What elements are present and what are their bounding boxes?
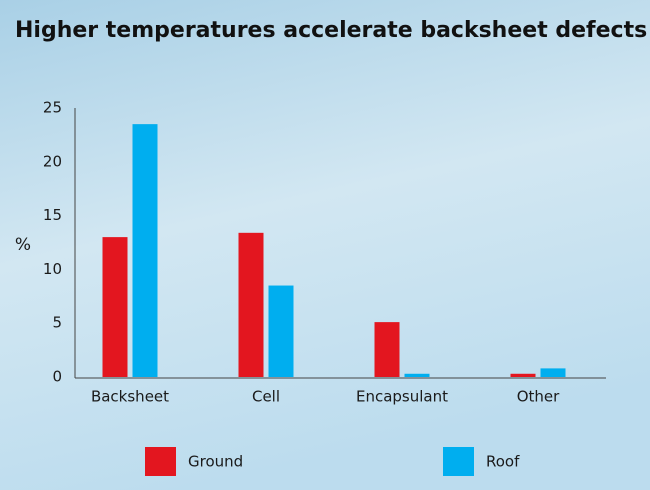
y-tick-label: 20 — [43, 152, 62, 170]
x-tick-label: Other — [517, 388, 560, 406]
legend-label: Ground — [188, 453, 243, 471]
bar — [540, 368, 566, 377]
bar — [268, 285, 294, 377]
x-tick-label: Encapsulant — [356, 388, 448, 406]
y-tick-label: 0 — [52, 368, 62, 386]
legend-swatch — [145, 447, 176, 476]
bar — [404, 373, 430, 377]
x-tick-label: Cell — [252, 388, 280, 406]
bar — [132, 124, 158, 377]
bar — [374, 322, 400, 377]
x-tick-label: Backsheet — [91, 388, 169, 406]
y-tick-label: 5 — [52, 314, 62, 332]
y-tick-label: 15 — [43, 206, 62, 224]
chart-title: Higher temperatures accelerate backsheet… — [15, 18, 647, 43]
y-axis-label: % — [15, 235, 31, 255]
y-tick-label: 25 — [43, 99, 62, 117]
y-tick-label: 10 — [43, 260, 62, 278]
bar — [238, 232, 264, 377]
legend-swatch — [443, 447, 474, 476]
bar — [102, 237, 128, 377]
legend-label: Roof — [486, 453, 520, 471]
bar — [510, 373, 536, 377]
